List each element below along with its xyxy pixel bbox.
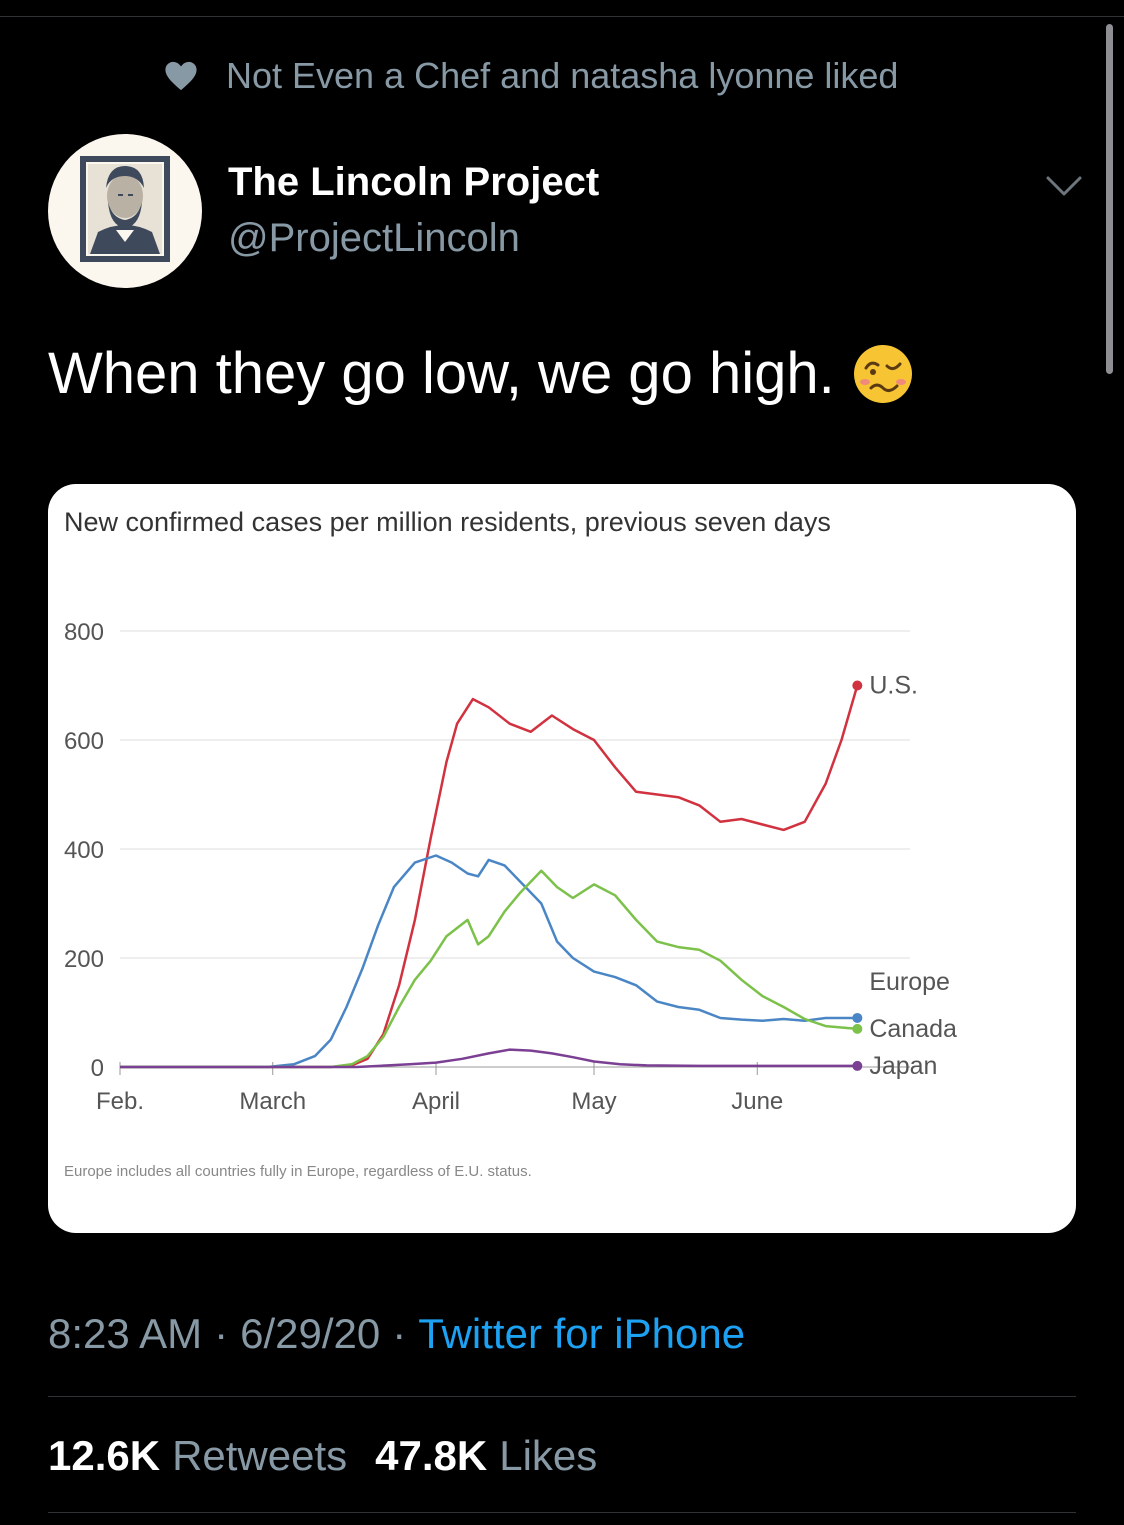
- tweet-stats: 12.6K Retweets 47.8K Likes: [48, 1432, 597, 1480]
- series-end-point: [852, 1012, 863, 1023]
- tweet-date[interactable]: 6/29/20: [240, 1310, 381, 1357]
- chart-grid: 0 200 400 600 800: [64, 619, 910, 1082]
- y-tick-label: 0: [91, 1055, 104, 1082]
- author-name[interactable]: The Lincoln Project: [228, 160, 600, 204]
- tweet-time[interactable]: 8:23 AM: [48, 1310, 203, 1357]
- likes-label: Likes: [499, 1432, 598, 1479]
- retweets-count: 12.6K: [48, 1432, 161, 1479]
- tweet-body: When they go low, we go high.: [48, 341, 835, 406]
- chevron-down-icon[interactable]: [1044, 172, 1084, 200]
- retweets-label: Retweets: [172, 1432, 348, 1479]
- series-end-point: [852, 1023, 863, 1034]
- chart-title: New confirmed cases per million resident…: [64, 507, 831, 537]
- scrollbar[interactable]: [1106, 24, 1113, 374]
- social-context[interactable]: Not Even a Chef and natasha lyonne liked: [164, 52, 898, 100]
- series-line: [120, 869, 858, 1069]
- social-context-text: Not Even a Chef and natasha lyonne liked: [226, 55, 899, 96]
- chart-footnote: Europe includes all countries fully in E…: [64, 1163, 532, 1180]
- x-tick-label: May: [571, 1088, 616, 1115]
- series-end-label: U.S.: [869, 672, 918, 700]
- chart-image[interactable]: New confirmed cases per million resident…: [48, 484, 1076, 1233]
- avatar[interactable]: [48, 134, 202, 288]
- series-line: [120, 854, 858, 1069]
- series-line: [120, 1048, 858, 1069]
- tweet-text: When they go low, we go high.: [48, 340, 915, 407]
- lincoln-portrait-avatar: [80, 156, 170, 262]
- series-end-point: [852, 1060, 863, 1071]
- tweet-source-link[interactable]: Twitter for iPhone: [418, 1310, 746, 1357]
- series-end-label: Japan: [869, 1052, 937, 1080]
- series-end-point: [852, 680, 863, 691]
- stats-divider-bottom: [48, 1512, 1076, 1513]
- meta-separator: ·: [214, 1310, 229, 1357]
- chart-x-axis: Feb. March April May June: [96, 1062, 783, 1115]
- line-chart: New confirmed cases per million resident…: [64, 507, 957, 1180]
- top-divider: [0, 16, 1124, 17]
- likes-stat[interactable]: 47.8K Likes: [375, 1432, 597, 1480]
- x-tick-label: April: [412, 1088, 460, 1115]
- y-tick-label: 200: [64, 946, 104, 973]
- x-tick-label: Feb.: [96, 1088, 144, 1115]
- y-tick-label: 800: [64, 619, 104, 646]
- author-handle[interactable]: @ProjectLincoln: [228, 216, 520, 260]
- y-tick-label: 400: [64, 837, 104, 864]
- likes-count: 47.8K: [375, 1432, 488, 1479]
- x-tick-label: March: [239, 1088, 306, 1115]
- chart-series: [120, 680, 863, 1071]
- series-end-label: Canada: [869, 1015, 957, 1043]
- y-tick-label: 600: [64, 728, 104, 755]
- series-line: [120, 685, 859, 1069]
- tweet-meta: 8:23 AM · 6/29/20 · Twitter for iPhone: [48, 1310, 745, 1358]
- x-tick-label: June: [731, 1088, 783, 1115]
- retweets-stat[interactable]: 12.6K Retweets: [48, 1432, 347, 1480]
- woozy-face-emoji-icon: [853, 344, 912, 403]
- meta-separator: ·: [392, 1310, 407, 1357]
- heart-icon: [165, 61, 197, 91]
- chart-end-labels: U.S. Europe Canada Japan: [869, 672, 957, 1080]
- series-end-label: Europe: [869, 968, 950, 996]
- stats-divider-top: [48, 1396, 1076, 1397]
